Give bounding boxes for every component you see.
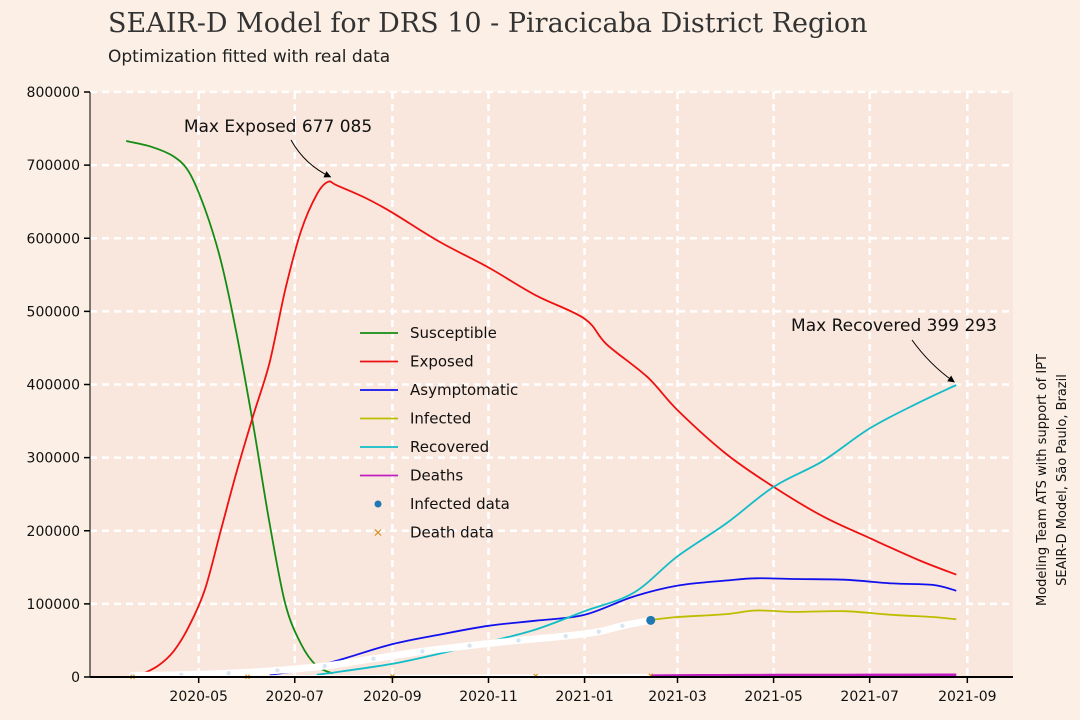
chart-title: SEAIR-D Model for DRS 10 - Piracicaba Di… [108, 8, 868, 39]
infected-data-point [275, 668, 280, 673]
axes: 0 100000 200000 300000 400000 500000 600000 700… [27, 85, 1013, 705]
legend-label-death-data: Death data [410, 524, 494, 542]
y-tick-label-0: 0 [71, 670, 80, 686]
infected-data-point [563, 633, 568, 639]
legend-marker-infected-data [374, 500, 382, 508]
infected-data-point [516, 638, 521, 643]
x-tick-label-4: 2021-01 [555, 689, 614, 705]
y-tick-label-3: 300000 [27, 451, 80, 467]
y-tick-label-2: 200000 [27, 524, 80, 540]
annotation-max-exposed: Max Exposed 677 085 [184, 117, 372, 137]
infected-data-last-point [646, 615, 656, 625]
x-tick-label-3: 2020-11 [459, 689, 518, 705]
series-line-susceptible [125, 140, 333, 675]
legend-label-infected: Infected [410, 410, 471, 428]
annotation-arrow-max-recovered [911, 339, 955, 383]
legend-label-susceptible: Susceptible [410, 324, 497, 342]
y-tick-label-6: 600000 [27, 231, 80, 247]
y-tick-label-8: 800000 [27, 85, 80, 101]
infected-data-point [620, 623, 625, 629]
grid [90, 90, 1013, 677]
chart-subtitle: Optimization fitted with real data [108, 47, 390, 67]
annotation-arrow-max-exposed [290, 139, 332, 178]
x-tick-label-8: 2021-09 [938, 689, 997, 705]
legend-label-asymptomatic: Asymptomatic [410, 381, 518, 399]
legend-marker-death-data [374, 529, 382, 536]
x-tick-label-5: 2021-03 [648, 689, 707, 705]
x-tick-label-7: 2021-07 [840, 689, 899, 705]
series-line-recovered [316, 384, 957, 676]
infected-data-point [226, 671, 231, 676]
infected-data-point [467, 643, 472, 648]
infected-data-point [322, 663, 327, 669]
y-tick-label-4: 400000 [27, 378, 80, 394]
legend-label-deaths: Deaths [410, 467, 463, 485]
infected-data-point [596, 629, 601, 634]
series-line-exposed [139, 180, 957, 676]
legend-label-exposed: Exposed [410, 353, 474, 371]
side-note-line-2: SEAIR-D Model, São Paulo, Brazil [1055, 374, 1070, 586]
y-tick-label-7: 700000 [27, 158, 80, 174]
infected-data-point [371, 656, 376, 661]
annotation-max-recovered: Max Recovered 399 293 [791, 316, 997, 336]
series-line-infected [650, 609, 957, 621]
infected-data-point [420, 649, 425, 654]
side-note-line-1: Modeling Team ATS with support of IPT [1035, 354, 1050, 606]
y-tick-label-1: 100000 [27, 597, 80, 613]
legend-label-infected-data: Infected data [410, 495, 510, 513]
series-line-deaths [650, 673, 957, 678]
x-tick-label-6: 2021-05 [744, 689, 803, 705]
y-tick-label-5: 500000 [27, 304, 80, 320]
series-line-asymptomatic [269, 577, 957, 676]
annotation-layer: Max Exposed 677 085 Max Recovered 399 293 [184, 117, 997, 383]
legend: Susceptible Exposed Asymptomatic Infected Re… [360, 324, 518, 542]
x-tick-label-0: 2020-05 [169, 689, 228, 705]
x-tick-label-1: 2020-07 [266, 689, 325, 705]
x-tick-label-2: 2020-09 [363, 689, 422, 705]
legend-label-recovered: Recovered [410, 438, 489, 456]
